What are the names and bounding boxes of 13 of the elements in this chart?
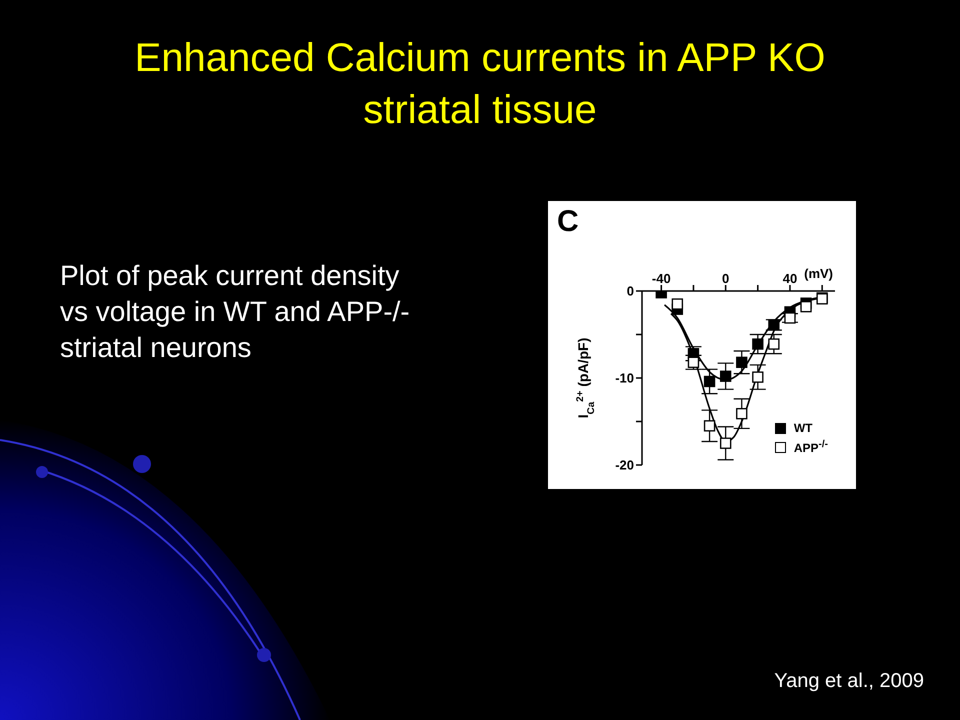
legend-label: WT (794, 421, 813, 435)
x-tick-label: 40 (782, 271, 798, 286)
chart-title: Enhanced Calcium currents in APP KO striatal tissue (134, 35, 826, 134)
legend-label: APP$^{-/-}$ (794, 439, 828, 455)
y-tick-label: -20 (615, 458, 634, 473)
text: Plot of peak current density vs voltage in WT and APP-/- striatal neurons (60, 259, 410, 365)
text: Yang et al., 2009 (774, 670, 924, 693)
text: C (557, 205, 579, 239)
y-tick-label: 0 (626, 284, 634, 299)
x-tick-label: 0 (722, 271, 730, 286)
x-axis-title: (mV) (804, 266, 833, 281)
x-tick-label: -40 (652, 271, 671, 286)
y-tick-label: -10 (615, 370, 634, 386)
